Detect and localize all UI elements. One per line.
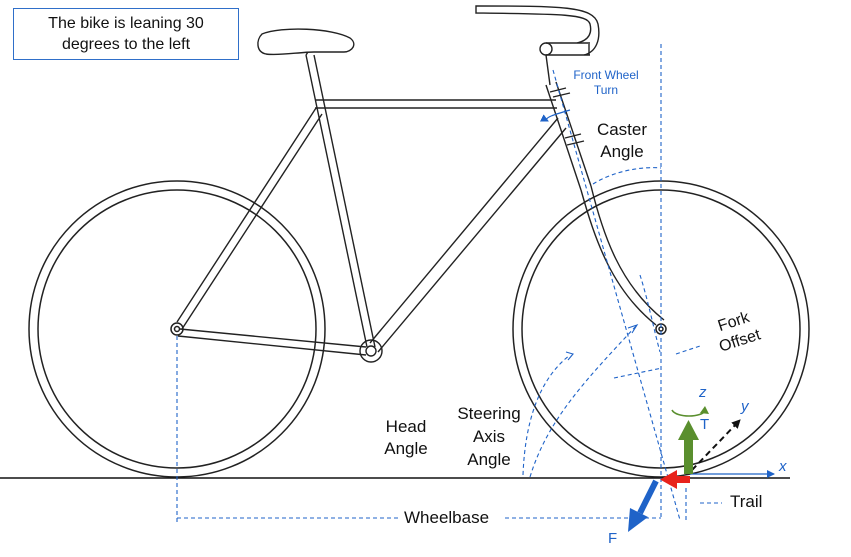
trail-label: Trail bbox=[730, 492, 763, 511]
steering-axis-angle-line1: Steering bbox=[457, 404, 521, 423]
rear-wheel bbox=[28, 180, 326, 478]
force-label: F bbox=[608, 530, 618, 547]
steering-axis-angle-label: Steering Axis Angle bbox=[446, 402, 532, 471]
lean-note-box: The bike is leaning 30 degrees to the le… bbox=[13, 8, 239, 60]
lean-note-line1: The bike is leaning 30 bbox=[48, 15, 204, 32]
front-wheel-turn-line1: Front Wheel bbox=[573, 68, 639, 82]
steering-axis-angle-line3: Angle bbox=[467, 450, 511, 469]
front-wheel-turn-arrow bbox=[539, 109, 571, 122]
caster-angle-line1: Caster bbox=[596, 120, 648, 139]
force-arrow-red bbox=[660, 470, 690, 489]
force-arrow-blue bbox=[628, 479, 659, 532]
x-axis-label: x bbox=[779, 458, 787, 475]
y-axis-arrow bbox=[691, 419, 741, 471]
front-wheel-turn-line2: Turn bbox=[593, 83, 619, 97]
bike-frame bbox=[176, 5, 665, 363]
head-angle-line1: Head bbox=[385, 417, 427, 436]
torque-label: T bbox=[700, 416, 710, 433]
torque-arrow bbox=[671, 406, 709, 474]
guide-arrows bbox=[565, 323, 639, 361]
z-axis-label: z bbox=[699, 384, 707, 401]
lean-note-line2: degrees to the left bbox=[61, 36, 191, 53]
head-angle-label: Head Angle bbox=[374, 416, 438, 460]
y-axis-label: y bbox=[741, 398, 749, 415]
steering-axis-angle-line2: Axis bbox=[472, 427, 506, 446]
caster-angle-label: Caster Angle bbox=[586, 119, 658, 163]
front-wheel-turn-label: Front Wheel Turn bbox=[566, 68, 646, 98]
caster-angle-line2: Angle bbox=[600, 142, 644, 161]
head-angle-line2: Angle bbox=[384, 439, 428, 458]
wheelbase-label: Wheelbase bbox=[404, 508, 490, 527]
